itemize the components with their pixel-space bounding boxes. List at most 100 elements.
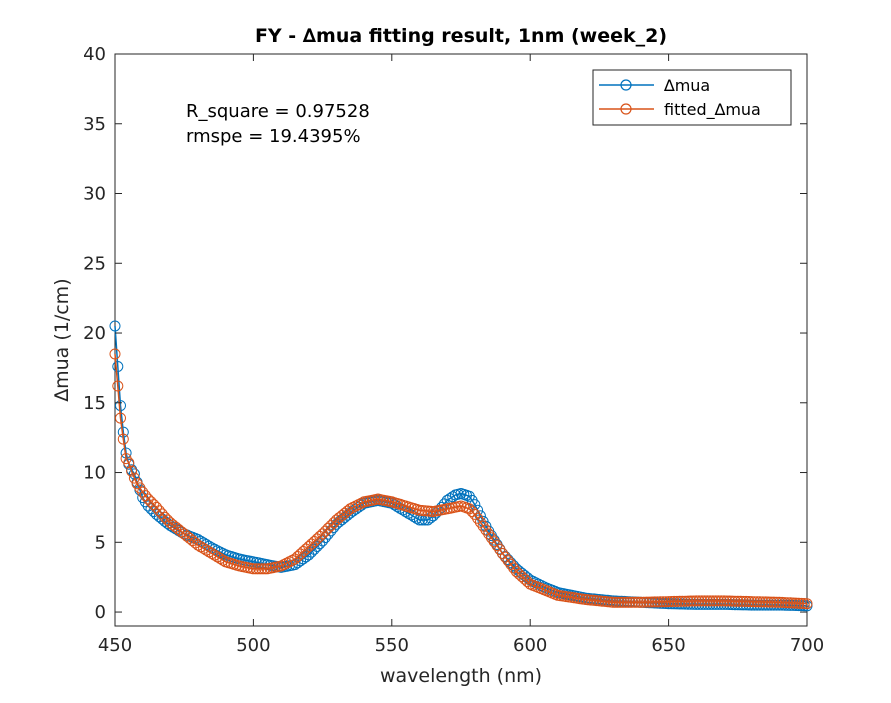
y-tick-label: 15 (83, 393, 106, 414)
data-point-fitted-delta-mua (497, 548, 508, 559)
data-point-fitted-delta-mua (137, 486, 149, 498)
data-point-delta-mua (787, 599, 799, 611)
data-point-fitted-delta-mua (145, 496, 157, 508)
annotation-rmspe: rmspe = 19.4395% (186, 126, 361, 147)
data-point-fitted-delta-mua (654, 596, 666, 608)
data-point-fitted-delta-mua (192, 539, 204, 551)
data-point-fitted-delta-mua (521, 576, 533, 588)
data-point-fitted-delta-mua (126, 465, 138, 477)
data-point-fitted-delta-mua (735, 595, 747, 607)
data-point-fitted-delta-mua (701, 595, 713, 607)
data-point-fitted-delta-mua (317, 528, 329, 540)
y-tick-label: 35 (83, 114, 106, 135)
data-point-delta-mua (776, 599, 788, 611)
data-point-fitted-delta-mua (798, 598, 810, 609)
data-point-fitted-delta-mua (635, 596, 647, 608)
data-point-fitted-delta-mua (613, 596, 625, 608)
legend: ∆mua fitted_∆mua (592, 69, 792, 126)
data-point-fitted-delta-mua (746, 596, 758, 608)
data-point-delta-mua (671, 598, 683, 610)
data-point-delta-mua (773, 599, 785, 611)
data-point-delta-mua (308, 543, 320, 555)
data-point-fitted-delta-mua (499, 551, 511, 563)
data-point-fitted-delta-mua (472, 512, 484, 524)
data-point-fitted-delta-mua (209, 549, 221, 561)
y-tick-label: 25 (83, 253, 106, 274)
data-point-fitted-delta-mua (181, 530, 193, 542)
data-point-fitted-delta-mua (679, 595, 691, 607)
data-point-fitted-delta-mua (508, 562, 520, 574)
legend-box (592, 69, 792, 126)
data-point-delta-mua (303, 549, 315, 561)
x-tick-label: 600 (513, 635, 547, 656)
data-point-fitted-delta-mua (704, 595, 716, 607)
data-point-fitted-delta-mua (793, 597, 805, 609)
series-fitted-delta-mua (109, 348, 813, 610)
data-point-fitted-delta-mua (112, 380, 124, 392)
data-point-fitted-delta-mua (696, 595, 708, 607)
data-point-fitted-delta-mua (776, 596, 788, 608)
series-layer (109, 320, 813, 612)
data-point-fitted-delta-mua (782, 597, 794, 609)
chart-title: FY - ∆mua fitting result, 1nm (week_2) (255, 25, 667, 47)
data-point-fitted-delta-mua (153, 505, 165, 517)
data-point-fitted-delta-mua (596, 595, 608, 607)
y-axis-label: ∆mua (1/cm) (51, 278, 73, 402)
data-point-fitted-delta-mua (660, 596, 672, 608)
data-point-fitted-delta-mua (754, 596, 766, 608)
data-point-fitted-delta-mua (123, 457, 135, 469)
data-point-fitted-delta-mua (629, 596, 641, 608)
data-point-fitted-delta-mua (342, 505, 353, 517)
data-point-fitted-delta-mua (466, 506, 478, 518)
data-point-fitted-delta-mua (693, 595, 705, 607)
y-tick-label: 10 (83, 463, 106, 484)
data-point-fitted-delta-mua (139, 490, 151, 502)
data-point-fitted-delta-mua (189, 537, 201, 549)
data-point-fitted-delta-mua (627, 596, 639, 608)
data-point-fitted-delta-mua (198, 542, 210, 554)
data-point-fitted-delta-mua (657, 596, 669, 608)
data-point-fitted-delta-mua (773, 596, 785, 608)
data-point-fitted-delta-mua (690, 595, 702, 607)
data-point-fitted-delta-mua (771, 596, 783, 608)
x-tick-label: 650 (651, 635, 685, 656)
data-point-fitted-delta-mua (801, 598, 813, 610)
data-point-fitted-delta-mua (715, 595, 727, 607)
legend-marker-delta-mua (620, 79, 632, 91)
data-point-fitted-delta-mua (610, 596, 622, 608)
data-point-fitted-delta-mua (256, 563, 268, 575)
data-point-fitted-delta-mua (477, 520, 489, 532)
data-point-fitted-delta-mua (718, 595, 730, 607)
x-axis-label: wavelength (nm) (380, 665, 542, 687)
legend-marker-fitted-delta-mua (620, 103, 632, 115)
data-point-fitted-delta-mua (729, 595, 741, 607)
data-point-fitted-delta-mua (480, 524, 492, 536)
y-tick-label: 30 (83, 184, 106, 205)
data-point-fitted-delta-mua (748, 596, 760, 608)
legend-label-delta-mua: ∆mua (663, 76, 710, 95)
data-point-fitted-delta-mua (463, 503, 475, 515)
data-point-fitted-delta-mua (469, 508, 481, 520)
data-point-fitted-delta-mua (743, 596, 755, 607)
data-point-fitted-delta-mua (173, 524, 185, 535)
data-point-fitted-delta-mua (765, 596, 777, 608)
data-point-fitted-delta-mua (663, 596, 675, 608)
data-point-fitted-delta-mua (726, 595, 738, 607)
data-point-fitted-delta-mua (156, 508, 168, 520)
annotation-r-square: R_square = 0.97528 (186, 101, 370, 122)
data-point-fitted-delta-mua (211, 551, 223, 563)
data-point-fitted-delta-mua (505, 558, 517, 570)
data-point-fitted-delta-mua (641, 596, 652, 608)
data-point-fitted-delta-mua (649, 596, 661, 608)
data-point-delta-mua (779, 599, 791, 611)
data-point-fitted-delta-mua (707, 595, 719, 607)
data-point-fitted-delta-mua (757, 596, 769, 608)
data-point-fitted-delta-mua (632, 596, 644, 608)
data-point-fitted-delta-mua (195, 541, 207, 553)
data-point-fitted-delta-mua (638, 596, 650, 608)
data-point-fitted-delta-mua (333, 512, 345, 524)
y-tick-label: 20 (83, 323, 106, 344)
data-point-fitted-delta-mua (643, 596, 655, 608)
data-point-delta-mua (784, 599, 796, 611)
